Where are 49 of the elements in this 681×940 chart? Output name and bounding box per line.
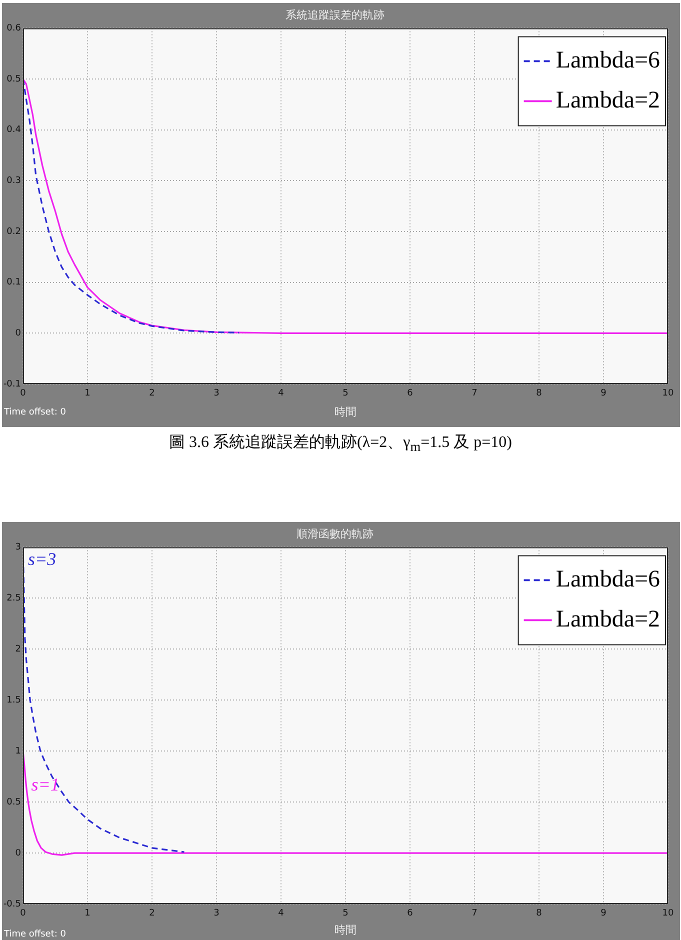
y-tick-label: 0.5: [6, 797, 21, 808]
legend-label: Lambda=2: [556, 87, 660, 114]
legend-label: Lambda=2: [556, 606, 660, 632]
x-axis-title: 時間: [334, 405, 356, 418]
legend-label: Lambda=6: [556, 566, 660, 592]
x-tick-label: 2: [149, 388, 155, 399]
y-tick-label: 0.3: [6, 176, 21, 186]
x-tick-label: 4: [278, 908, 284, 919]
x-tick-label: 7: [472, 388, 478, 399]
y-tick-label: 0: [15, 328, 22, 339]
y-tick-label: 2: [15, 644, 21, 654]
caption: 圖 3.6 系統追蹤誤差的軌跡(λ=2、γ$_{m}$=1.5 及 p=10): [168, 433, 513, 456]
x-tick-label: 7: [472, 908, 478, 919]
x-tick-label: 5: [342, 388, 348, 399]
text: Time offset: 0: [3, 407, 66, 418]
x-tick-label: 10: [662, 388, 674, 399]
x-tick-label: 1: [84, 908, 90, 919]
legend-label: Lambda=6: [556, 47, 660, 74]
x-tick-label: 8: [536, 908, 542, 919]
annotation: s=3: [28, 548, 56, 569]
x-tick-label: 8: [536, 388, 542, 399]
chart-title: 順滑函數的軌跡: [296, 527, 374, 540]
x-tick-label: 10: [662, 908, 674, 919]
y-tick-label: 0.4: [6, 125, 22, 136]
y-tick-label: 0.6: [6, 24, 22, 34]
x-tick-label: 3: [214, 388, 220, 399]
x-tick-label: 4: [278, 388, 284, 399]
y-tick-label: 1: [15, 746, 21, 756]
y-tick-label: -0.1: [3, 379, 21, 390]
y-tick-label: -0.5: [3, 899, 21, 910]
annotation: s=1: [31, 774, 60, 794]
x-tick-label: 2: [149, 908, 155, 919]
y-tick-label: 0: [15, 848, 22, 858]
x-tick-label: 3: [214, 908, 220, 919]
x-tick-label: 6: [407, 908, 414, 919]
x-tick-label: 5: [342, 908, 348, 919]
y-tick-label: 3: [15, 542, 21, 553]
x-tick-label: 1: [84, 388, 90, 399]
text: Time offset: 0: [3, 929, 66, 940]
x-tick-label: 9: [600, 388, 607, 399]
chart-title: 系統追蹤誤差的軌跡: [286, 8, 384, 22]
y-tick-label: 2.5: [6, 594, 21, 604]
y-tick-label: 0.1: [6, 278, 21, 288]
y-tick-label: 1.5: [6, 695, 21, 706]
x-axis-title: 時間: [334, 923, 356, 936]
x-tick-label: 6: [407, 388, 414, 399]
y-tick-label: 0.2: [6, 226, 21, 237]
x-tick-label: 9: [600, 908, 607, 919]
y-tick-label: 0.5: [6, 74, 21, 84]
